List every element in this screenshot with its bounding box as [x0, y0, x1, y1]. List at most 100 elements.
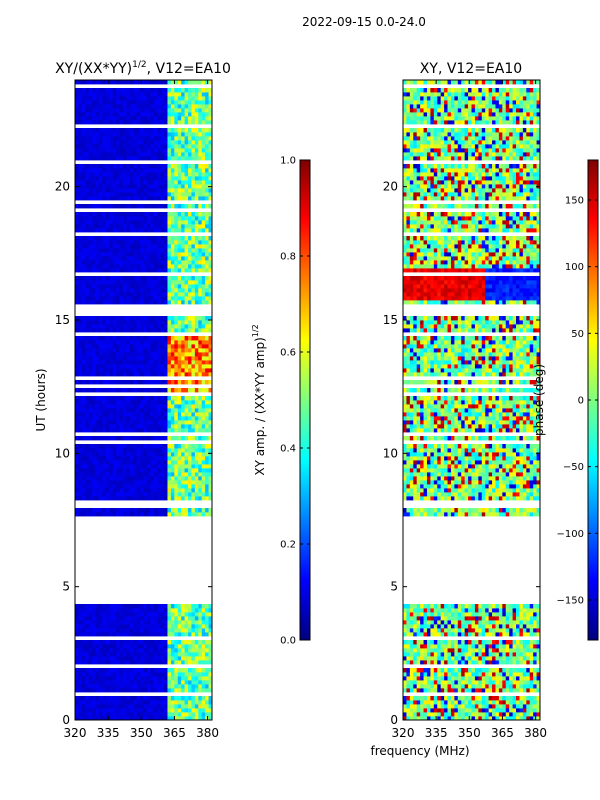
heatmap-cell: [98, 288, 103, 293]
heatmap-cell: [75, 408, 79, 413]
heatmap-cell: [75, 456, 79, 461]
heatmap-cell: [150, 648, 155, 653]
heatmap-cell: [191, 168, 196, 173]
heatmap-cell: [433, 704, 438, 709]
heatmap-cell: [95, 352, 100, 357]
heatmap-cell: [81, 712, 86, 717]
heatmap-cell: [153, 132, 158, 137]
heatmap-cell: [208, 360, 212, 365]
heatmap-cell: [160, 320, 165, 325]
heatmap-cell: [129, 388, 134, 393]
heatmap-cell: [157, 412, 162, 417]
heatmap-cell: [160, 508, 165, 513]
heatmap-cell: [129, 168, 134, 173]
heatmap-cell: [81, 484, 86, 489]
heatmap-cell: [119, 324, 124, 329]
heatmap-cell: [181, 132, 185, 137]
heatmap-cell: [136, 488, 141, 493]
heatmap-cell: [136, 152, 141, 157]
heatmap-cell: [160, 100, 165, 105]
heatmap-cell: [105, 676, 110, 681]
heatmap-cell: [122, 356, 127, 361]
heatmap-cell: [119, 464, 124, 469]
heatmap-cell: [85, 652, 90, 657]
heatmap-cell: [102, 328, 107, 333]
heatmap-cell: [164, 132, 168, 137]
heatmap-cell: [126, 452, 131, 457]
heatmap-cell: [492, 708, 496, 713]
heatmap-cell: [129, 492, 134, 497]
heatmap-cell: [98, 156, 103, 161]
heatmap-cell: [126, 152, 131, 157]
heatmap-cell: [457, 712, 462, 717]
heatmap-cell: [150, 100, 155, 105]
heatmap-cell: [150, 512, 155, 517]
heatmap-cell: [201, 136, 206, 141]
heatmap-cell: [181, 412, 185, 417]
heatmap-cell: [140, 360, 144, 365]
heatmap-cell: [140, 512, 144, 517]
heatmap-cell: [78, 340, 83, 345]
heatmap-cell: [194, 512, 199, 517]
heatmap-cell: [116, 668, 120, 673]
heatmap-cell: [119, 248, 124, 253]
heatmap-cell: [98, 624, 103, 629]
heatmap-cell: [208, 400, 212, 405]
heatmap-cell: [181, 372, 185, 377]
heatmap-cell: [88, 328, 93, 333]
heatmap-cell: [191, 344, 196, 349]
heatmap-cell: [474, 716, 479, 720]
heatmap-cell: [194, 224, 199, 229]
heatmap-cell: [153, 360, 158, 365]
heatmap-cell: [133, 264, 138, 269]
heatmap-cell: [140, 212, 144, 217]
heatmap-cell: [184, 460, 189, 465]
heatmap-cell: [167, 204, 172, 209]
heatmap-cell: [191, 204, 196, 209]
heatmap-cell: [136, 292, 141, 297]
heatmap-cell: [78, 444, 83, 449]
heatmap-cell: [119, 476, 124, 481]
heatmap-cell: [188, 92, 192, 97]
heatmap-cell: [164, 252, 168, 257]
heatmap-cell: [112, 408, 117, 413]
heatmap-cell: [116, 296, 120, 301]
heatmap-cell: [85, 276, 90, 281]
heatmap-cell: [126, 604, 131, 609]
heatmap-cell: [78, 328, 83, 333]
heatmap-cell: [184, 704, 189, 709]
heatmap-cell: [205, 716, 209, 720]
heatmap-cell: [191, 704, 196, 709]
heatmap-cell: [122, 640, 127, 645]
heatmap-cell: [444, 704, 448, 709]
heatmap-cell: [92, 416, 96, 421]
heatmap-cell: [413, 712, 418, 717]
heatmap-cell: [126, 120, 131, 125]
heatmap-cell: [170, 640, 175, 645]
heatmap-cell: [126, 148, 131, 153]
heatmap-cell: [170, 424, 175, 429]
heatmap-cell: [81, 240, 86, 245]
heatmap-cell: [160, 672, 165, 677]
heatmap-cell: [81, 264, 86, 269]
heatmap-cell: [201, 252, 206, 257]
heatmap-cell: [81, 224, 86, 229]
heatmap-cell: [116, 324, 120, 329]
heatmap-cell: [98, 248, 103, 253]
heatmap-cell: [184, 404, 189, 409]
heatmap-cell: [440, 700, 445, 705]
heatmap-cell: [198, 484, 203, 489]
heatmap-cell: [81, 92, 86, 97]
heatmap-cell: [105, 88, 110, 93]
heatmap-cell: [95, 416, 100, 421]
heatmap-cell: [150, 164, 155, 169]
heatmap-cell: [126, 436, 131, 441]
heatmap-cell: [98, 464, 103, 469]
heatmap-cell: [109, 360, 114, 365]
heatmap-cell: [205, 212, 209, 217]
heatmap-cell: [205, 176, 209, 181]
heatmap-cell: [140, 164, 144, 169]
heatmap-cell: [126, 644, 131, 649]
heatmap-cell: [119, 288, 124, 293]
heatmap-cell: [129, 252, 134, 257]
